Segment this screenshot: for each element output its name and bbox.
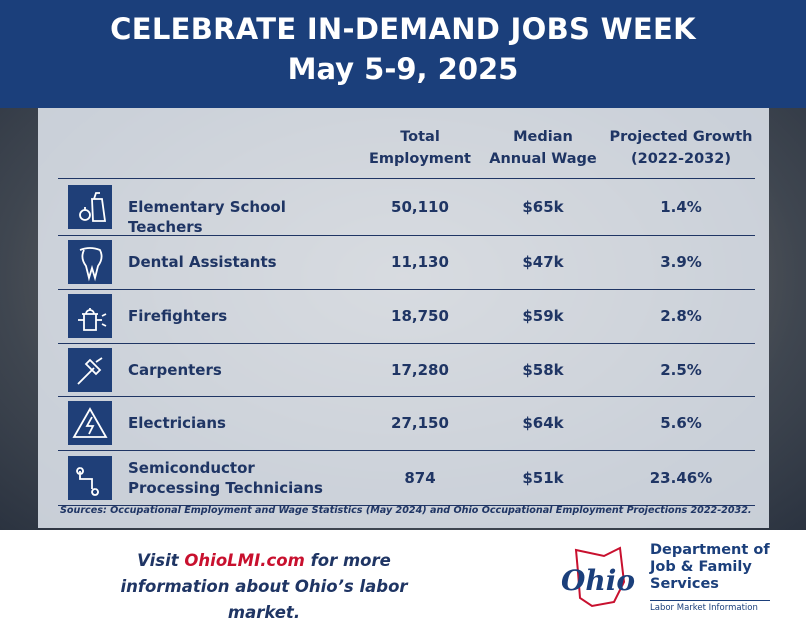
row-icon <box>68 184 112 229</box>
row-icon <box>68 455 112 500</box>
link[interactable]: OhioLMI.com <box>184 551 305 570</box>
employment: 50,110 <box>391 197 449 216</box>
median-wage: $58k <box>522 360 564 379</box>
row-divider <box>58 505 755 506</box>
row-icon <box>68 401 112 445</box>
projected-growth: 2.8% <box>660 307 702 325</box>
jobs-table: Total Employment Median Annual Wage Proj… <box>38 108 769 528</box>
icon-glyph <box>78 308 107 331</box>
column-header: Projected Growth (2022-2032) <box>609 129 753 167</box>
icon-glyph <box>72 407 108 438</box>
occupation: Semiconductor Processing Technicians <box>128 458 323 497</box>
footer: Visit OhioLMI.com for more information a… <box>0 530 806 622</box>
row-icon <box>68 347 112 392</box>
median-wage: $65k <box>522 197 564 216</box>
icon-glyph <box>76 466 99 496</box>
occupation: Dental Assistants <box>128 253 277 271</box>
column-header: Total Employment <box>369 129 471 167</box>
median-wage: $47k <box>522 253 564 271</box>
icon-background <box>68 347 112 392</box>
ohio-logo: Ohio <box>561 546 635 608</box>
median-wage: $51k <box>522 468 564 487</box>
cta-text: for more information about Ohio’s labor … <box>120 551 408 622</box>
icon-glyph <box>79 247 103 282</box>
median-wage: $64k <box>522 414 564 432</box>
projected-growth: 1.4% <box>660 197 702 216</box>
row-divider <box>58 396 755 397</box>
cta-text: Visit <box>137 551 179 570</box>
title: CELEBRATE IN-DEMAND JOBS WEEK <box>110 12 696 46</box>
projected-growth: 23.46% <box>649 468 713 487</box>
row-divider <box>58 343 755 344</box>
row-icon <box>68 294 112 338</box>
employment: 11,130 <box>391 253 449 271</box>
employment: 874 <box>404 468 436 487</box>
projected-growth: 2.5% <box>660 360 702 379</box>
icon-background <box>68 294 112 338</box>
division-name: Labor Market Information <box>650 600 770 613</box>
column-header: Median Annual Wage <box>489 129 597 167</box>
occupation: Electricians <box>128 414 226 432</box>
call-to-action: Visit OhioLMI.com for more information a… <box>84 548 444 626</box>
employment: 18,750 <box>391 307 449 325</box>
icon-glyph <box>79 191 107 222</box>
row-divider <box>58 178 755 179</box>
employment: 27,150 <box>391 414 449 432</box>
row-divider <box>58 450 755 451</box>
row-divider <box>58 235 755 236</box>
employment: 17,280 <box>391 360 449 379</box>
icon-background <box>68 184 112 229</box>
occupation: Elementary School Teachers <box>128 197 286 236</box>
icon-glyph <box>77 356 103 385</box>
median-wage: $59k <box>522 307 564 325</box>
icon-background <box>68 455 112 500</box>
subtitle: May 5-9, 2025 <box>287 52 519 86</box>
occupation: Firefighters <box>128 307 228 325</box>
row-icon <box>68 240 112 284</box>
sources-note: Sources: Occupational Employment and Wag… <box>60 505 752 516</box>
projected-growth: 5.6% <box>660 414 702 432</box>
department-name: Department of Job & Family Services <box>650 542 770 592</box>
row-divider <box>58 289 755 290</box>
header: CELEBRATE IN-DEMAND JOBS WEEK May 5-9, 2… <box>0 0 806 108</box>
state-outline <box>574 546 626 608</box>
occupation: Carpenters <box>128 360 222 379</box>
logo-text: Ohio <box>561 564 635 597</box>
projected-growth: 3.9% <box>660 253 702 271</box>
table-body: Elementary School Teachers 50,110 $65k 1.4%… <box>38 108 769 528</box>
